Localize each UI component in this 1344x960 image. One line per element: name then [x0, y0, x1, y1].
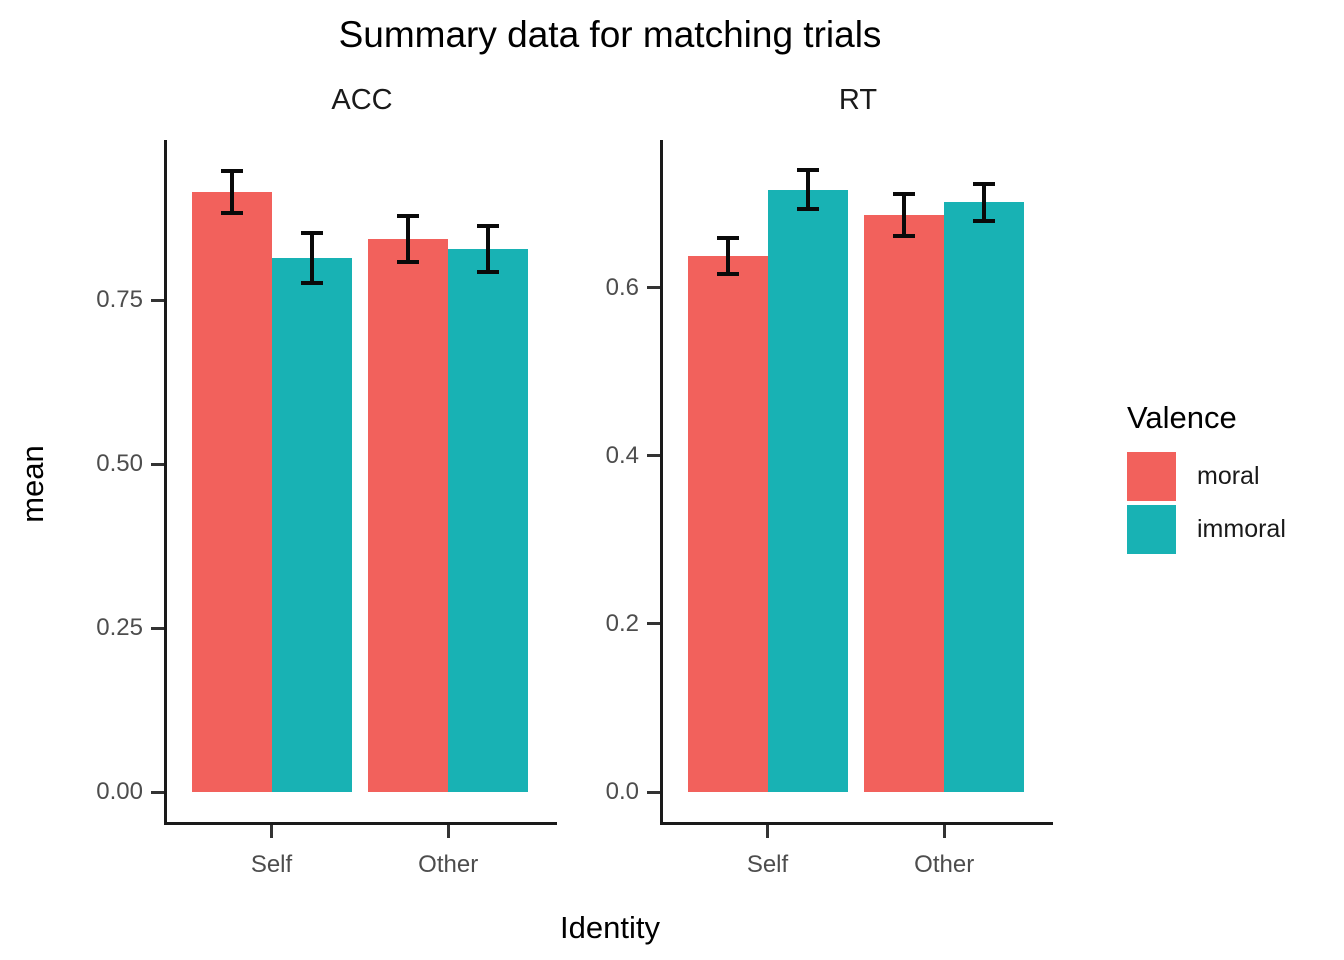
legend-swatch-immoral — [1127, 505, 1176, 554]
errorbar-rt-self-immoral-cap-bottom — [796, 206, 819, 211]
facet-label-rt: RT — [838, 84, 878, 116]
errorbar-rt-other-moral-cap-bottom — [893, 233, 916, 238]
legend: Valence moral immoral — [1127, 400, 1337, 558]
y-tick-label-acc: 0.75 — [96, 286, 143, 314]
y-tick-acc — [151, 790, 164, 794]
facet-label-acc: ACC — [331, 84, 393, 116]
errorbar-rt-other-immoral-cap-bottom — [973, 218, 996, 223]
chart-title: Summary data for matching trials — [338, 14, 882, 55]
x-tick-acc — [270, 825, 274, 838]
bar-acc-self-immoral — [271, 258, 352, 792]
errorbar-rt-other-immoral-line — [982, 183, 987, 221]
errorbar-rt-self-moral-cap-top — [716, 236, 739, 241]
errorbar-acc-self-moral-cap-top — [220, 168, 243, 173]
y-tick-rt — [647, 622, 660, 626]
bar-acc-self-moral — [191, 191, 272, 792]
errorbar-acc-other-immoral-line — [486, 225, 491, 272]
y-tick-label-rt: 0.0 — [605, 778, 639, 805]
y-axis-title: mean — [15, 445, 50, 523]
legend-item-moral: moral — [1127, 452, 1337, 501]
errorbar-rt-other-moral-line — [902, 193, 907, 236]
errorbar-acc-other-moral-cap-bottom — [397, 260, 420, 264]
x-axis-line-acc — [164, 822, 557, 825]
legend-swatch-moral — [1127, 452, 1176, 501]
errorbar-acc-other-moral-line — [406, 216, 411, 262]
y-tick-rt — [647, 454, 660, 458]
x-tick-label-acc-other: Other — [418, 851, 479, 878]
errorbar-acc-other-immoral-cap-bottom — [477, 269, 500, 274]
x-tick-acc — [446, 825, 450, 838]
legend-item-immoral: immoral — [1127, 505, 1337, 554]
bar-rt-self-immoral — [767, 189, 848, 792]
bar-rt-other-immoral — [944, 202, 1025, 792]
errorbar-rt-other-moral-cap-top — [893, 191, 916, 196]
errorbar-rt-self-immoral-cap-top — [796, 168, 819, 173]
y-tick-label-acc: 0.00 — [96, 778, 143, 805]
errorbar-acc-other-moral-cap-top — [397, 214, 420, 219]
legend-title: Valence — [1127, 400, 1237, 435]
x-tick-label-rt-self: Self — [746, 851, 789, 878]
x-tick-rt — [766, 825, 770, 838]
errorbar-rt-self-moral-cap-bottom — [716, 271, 739, 276]
y-tick-acc — [151, 462, 164, 466]
errorbar-rt-self-moral-line — [725, 238, 730, 274]
errorbar-acc-self-immoral-cap-top — [300, 231, 323, 236]
errorbar-acc-self-moral-line — [229, 170, 234, 213]
legend-label-moral: moral — [1197, 462, 1260, 490]
y-tick-label-acc: 0.25 — [96, 614, 143, 642]
x-tick-rt — [942, 825, 946, 838]
errorbar-acc-self-moral-cap-bottom — [220, 210, 243, 215]
y-tick-acc — [151, 298, 164, 302]
y-tick-rt — [647, 286, 660, 290]
errorbar-rt-self-immoral-line — [805, 170, 810, 209]
legend-label-immoral: immoral — [1197, 515, 1286, 543]
y-tick-label-rt: 0.2 — [605, 609, 639, 637]
errorbar-acc-self-immoral-line — [309, 233, 314, 283]
bar-acc-other-immoral — [448, 248, 529, 792]
y-axis-line-rt — [660, 140, 663, 825]
bar-rt-self-moral — [687, 255, 768, 792]
errorbar-acc-self-immoral-cap-bottom — [300, 280, 323, 285]
x-tick-label-rt-other: Other — [914, 851, 975, 878]
legend-items: moral immoral — [1127, 452, 1337, 554]
x-axis-title: Identity — [560, 910, 660, 945]
y-tick-label-rt: 0.4 — [605, 441, 639, 469]
x-tick-label-acc-self: Self — [250, 851, 293, 878]
y-axis-line-acc — [164, 140, 167, 825]
y-tick-rt — [647, 790, 660, 794]
y-tick-acc — [151, 626, 164, 630]
y-tick-label-acc: 0.50 — [96, 450, 143, 478]
x-axis-line-rt — [660, 822, 1053, 825]
y-tick-label-rt: 0.6 — [605, 273, 639, 301]
bar-rt-other-moral — [864, 214, 945, 792]
errorbar-rt-other-immoral-cap-top — [973, 181, 996, 186]
errorbar-acc-other-immoral-cap-top — [477, 223, 500, 228]
bar-acc-other-moral — [368, 239, 449, 792]
